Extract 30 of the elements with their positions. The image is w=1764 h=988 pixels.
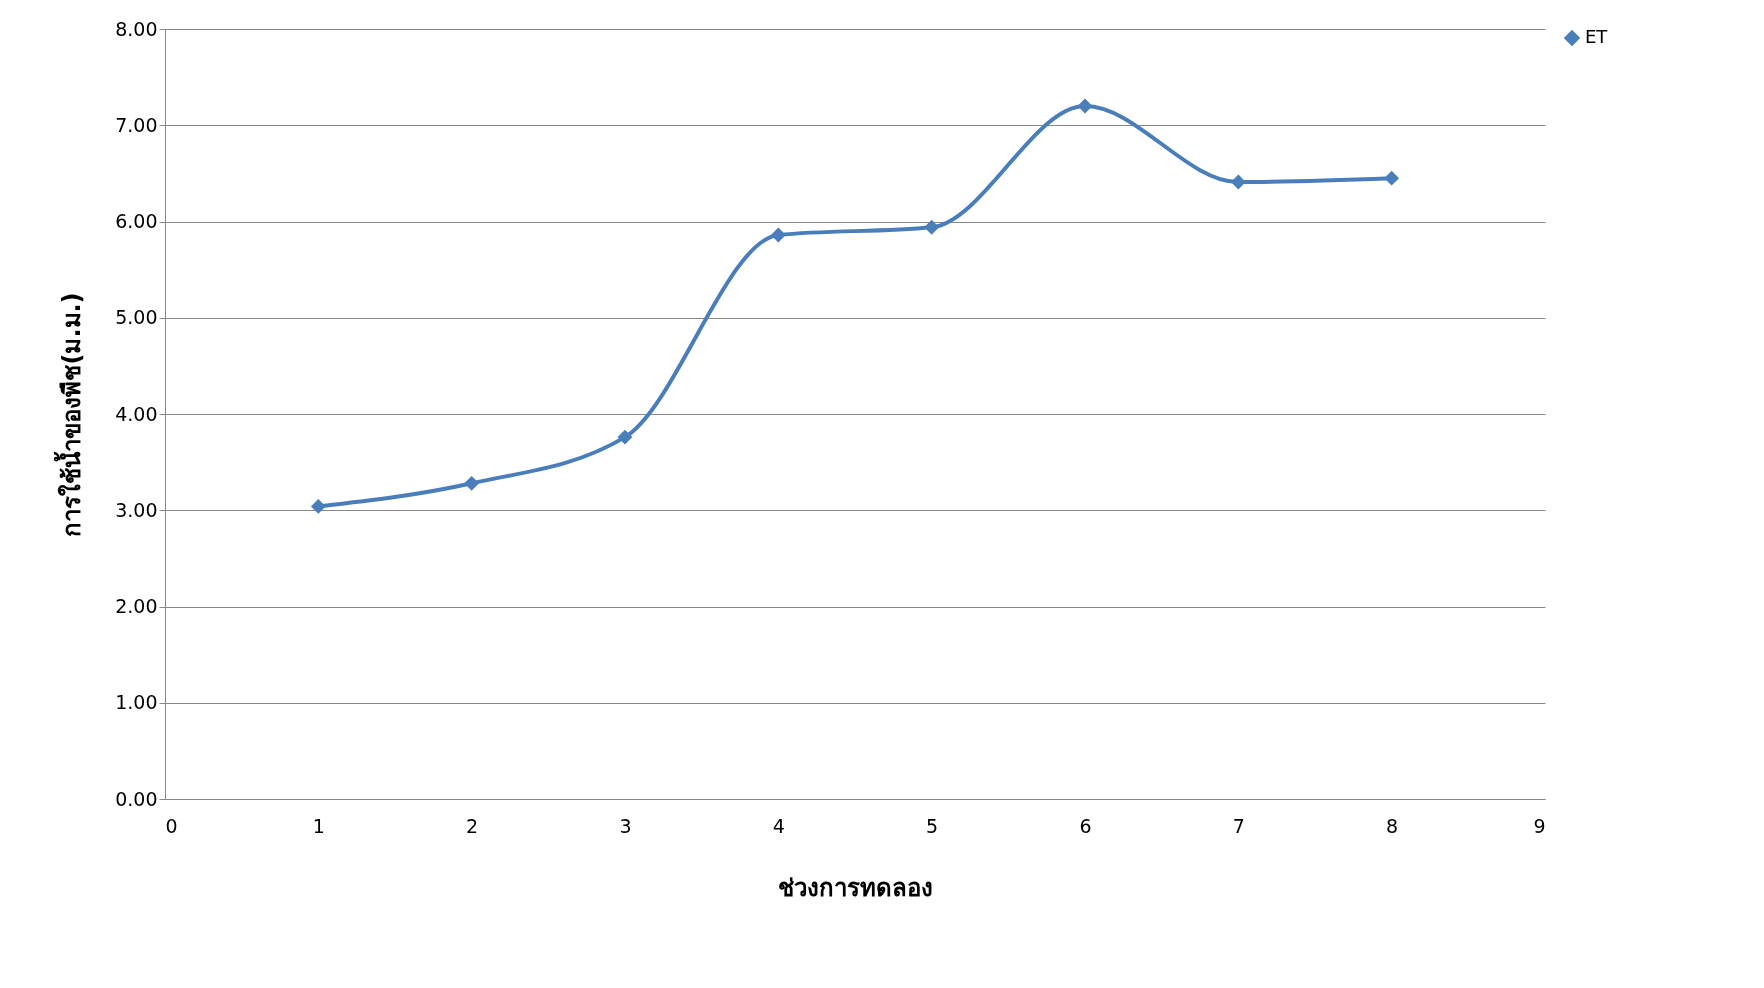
x-tick-label: 1 — [312, 814, 325, 837]
point — [1230, 174, 1246, 190]
x-tick-label: 0 — [165, 814, 178, 837]
y-axis-title: การใช้น้ำของพืช(ม.ม.) — [53, 292, 87, 537]
y-tick-label: 7.00 — [115, 113, 158, 136]
point — [1077, 98, 1093, 114]
x-tick-label: 8 — [1386, 814, 1399, 837]
point — [310, 498, 326, 514]
x-tick-label: 9 — [1533, 814, 1546, 837]
y-tick-label: 2.00 — [115, 595, 158, 617]
y-tick-label: 6.00 — [115, 210, 158, 232]
point — [924, 219, 940, 235]
y-tick-label: 0.00 — [115, 787, 158, 810]
x-tick-label: 5 — [926, 814, 939, 837]
y-tick-label: 8.00 — [115, 17, 158, 40]
point — [1384, 170, 1400, 186]
x-tick-label: 4 — [772, 814, 785, 837]
x-tick-label: 2 — [466, 814, 479, 837]
point — [464, 475, 480, 491]
legend-label: ET — [1585, 26, 1609, 47]
y-tick-label: 5.00 — [115, 306, 158, 329]
x-axis-title: ช่วงการทดลอง — [778, 873, 933, 902]
y-tick-label: 1.00 — [115, 691, 158, 714]
x-tick-label: 3 — [619, 814, 632, 837]
x-tick-label: 6 — [1079, 814, 1092, 837]
y-tick-label: 3.00 — [115, 498, 158, 521]
point — [617, 429, 633, 445]
y-tick-label: 4.00 — [115, 402, 158, 425]
x-tick-label: 7 — [1232, 814, 1245, 837]
point — [770, 227, 786, 243]
